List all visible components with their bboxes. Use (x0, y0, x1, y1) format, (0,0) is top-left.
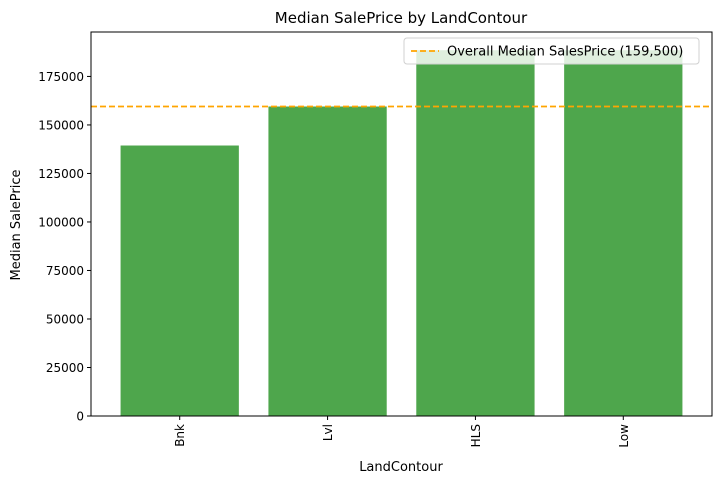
x-tick-label-bnk: Bnk (173, 424, 187, 447)
plot-frame (90, 31, 713, 417)
plot-area (91, 50, 712, 417)
bar-low (564, 50, 683, 417)
y-axis-label: Median SalePrice (9, 170, 24, 281)
chart-title: Median SalePrice by LandContour (275, 9, 528, 27)
x-tick-label-hls: HLS (469, 424, 483, 447)
legend: Overall Median SalesPrice (159,500) (403, 37, 700, 65)
y-tick-label: 125000 (38, 167, 84, 181)
bar-hls (416, 50, 535, 417)
legend-label: Overall Median SalesPrice (159,500) (447, 45, 683, 60)
legend-box (403, 37, 700, 65)
y-tick-label: 150000 (38, 118, 84, 132)
y-tick-label: 50000 (46, 312, 84, 326)
x-axis-label: LandContour (359, 460, 443, 475)
y-tick-label: 0 (76, 410, 84, 424)
bar-bnk (120, 145, 239, 416)
x-tick-label-low: Low (617, 424, 631, 448)
y-tick-label: 75000 (46, 264, 84, 278)
bar-lvl (268, 106, 387, 416)
y-tick-label: 175000 (38, 70, 84, 84)
y-tick-label: 100000 (38, 215, 84, 229)
axes: 0 25000 50000 75000 100000 125000 150000 175000… (38, 31, 713, 448)
y-tick-label: 25000 (46, 361, 84, 375)
x-tick-label-lvl: Lvl (321, 424, 335, 441)
